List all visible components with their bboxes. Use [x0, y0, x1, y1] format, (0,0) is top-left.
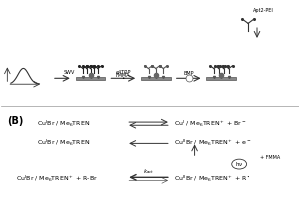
Text: Cu$^{\rm I}$Br / Me$_6$TREN: Cu$^{\rm I}$Br / Me$_6$TREN: [37, 119, 90, 129]
FancyBboxPatch shape: [76, 77, 105, 80]
Text: (B): (B): [7, 116, 24, 126]
FancyBboxPatch shape: [206, 77, 236, 80]
Text: Cu$^{\rm II}$Br / Me$_6$TREN$^+$ + e$^-$: Cu$^{\rm II}$Br / Me$_6$TREN$^+$ + e$^-$: [174, 138, 252, 148]
Text: eATRP: eATRP: [116, 70, 131, 75]
Text: Cu$^{\rm I}$ / Me$_6$TREN$^+$ + Br$^-$: Cu$^{\rm I}$ / Me$_6$TREN$^+$ + Br$^-$: [174, 119, 247, 129]
Text: h$\nu$: h$\nu$: [235, 160, 243, 168]
Text: Apt2-PEI: Apt2-PEI: [253, 8, 273, 13]
Text: •: •: [122, 76, 125, 81]
Text: FMMA: FMMA: [116, 73, 130, 78]
Text: Cu$^{\rm II}$Br / Me$_6$TREN$^+$ + R$^{\bullet}$: Cu$^{\rm II}$Br / Me$_6$TREN$^+$ + R$^{\…: [174, 174, 250, 184]
Text: Cu$^{\rm I}$Br / Me$_6$TREN$^+$ + R-Br: Cu$^{\rm I}$Br / Me$_6$TREN$^+$ + R-Br: [16, 174, 98, 184]
Circle shape: [232, 159, 247, 169]
Text: $k_{act}$: $k_{act}$: [143, 167, 154, 176]
Text: SWV: SWV: [64, 70, 75, 75]
Text: Cu$^{\rm I}$Br / Me$_6$TREN: Cu$^{\rm I}$Br / Me$_6$TREN: [37, 138, 90, 148]
FancyBboxPatch shape: [141, 77, 171, 80]
Text: BMP: BMP: [183, 71, 194, 76]
Text: + FMMA: + FMMA: [260, 155, 280, 160]
